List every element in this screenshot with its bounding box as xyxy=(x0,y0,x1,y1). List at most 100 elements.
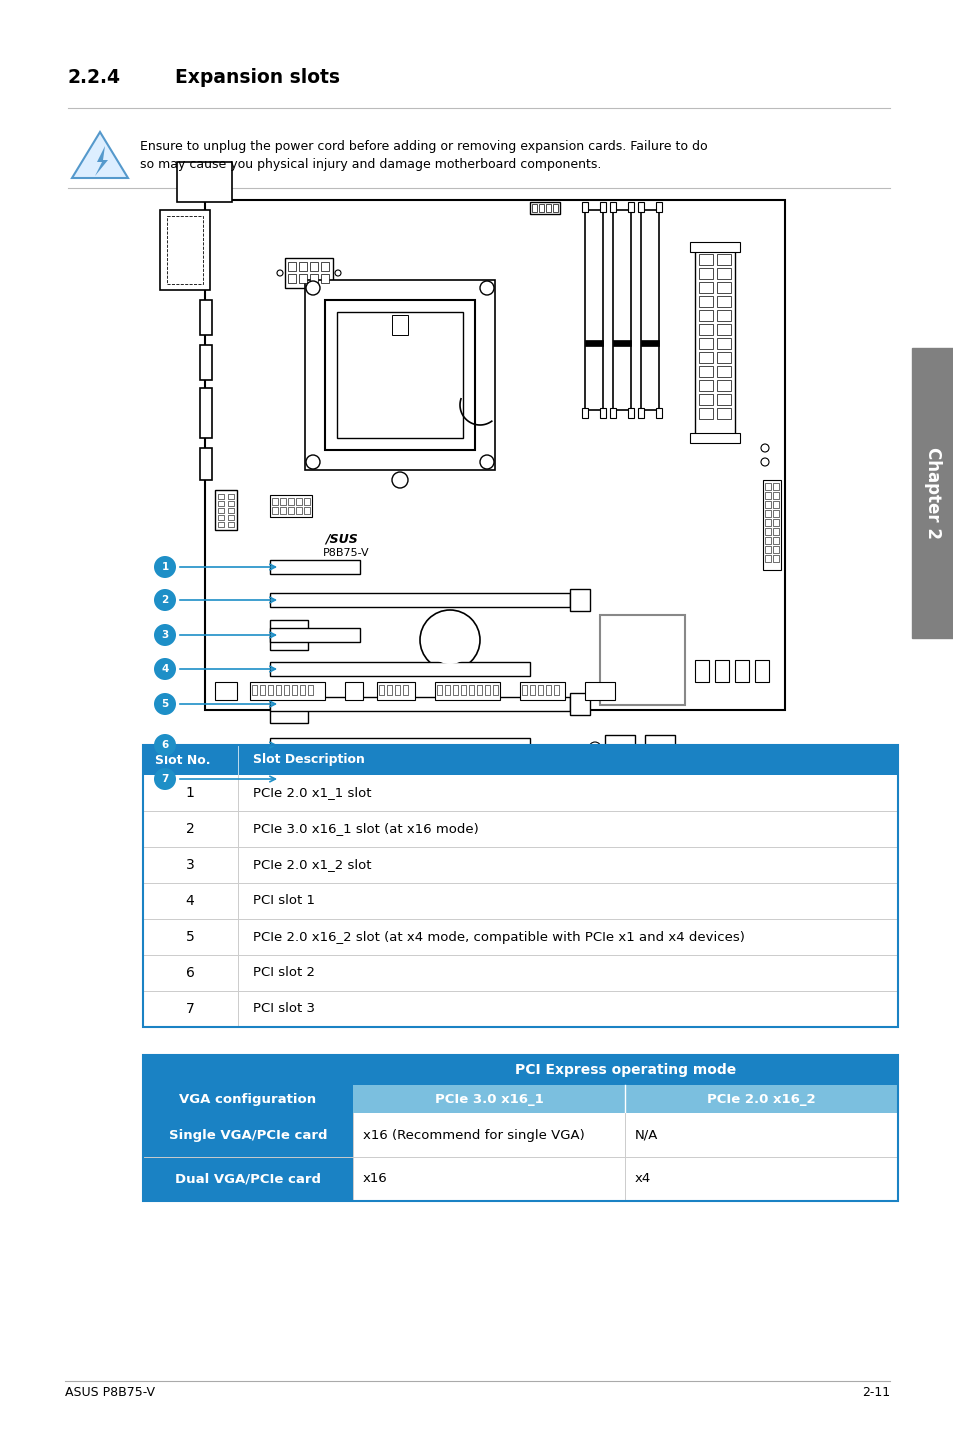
Bar xyxy=(764,510,770,518)
Bar xyxy=(270,738,530,752)
Bar xyxy=(143,991,897,1027)
Bar xyxy=(690,784,692,792)
Bar xyxy=(638,408,643,418)
Bar xyxy=(638,201,643,211)
Bar xyxy=(599,408,605,418)
Bar xyxy=(772,519,779,526)
Bar xyxy=(717,267,730,279)
Bar xyxy=(695,250,734,436)
Bar xyxy=(143,745,897,1027)
Bar xyxy=(214,490,236,531)
Circle shape xyxy=(153,557,175,578)
Bar xyxy=(569,590,589,611)
Bar xyxy=(702,784,704,792)
Bar xyxy=(764,483,770,490)
Bar xyxy=(218,522,224,526)
Bar xyxy=(772,528,779,535)
Circle shape xyxy=(153,659,175,680)
Text: PCI slot 1: PCI slot 1 xyxy=(253,894,314,907)
Bar xyxy=(764,492,770,499)
Bar xyxy=(270,772,530,787)
Bar xyxy=(538,204,543,211)
Bar xyxy=(651,784,654,792)
Text: PCIe 3.0 x16_1 slot (at x16 mode): PCIe 3.0 x16_1 slot (at x16 mode) xyxy=(253,823,478,835)
Bar xyxy=(545,204,551,211)
Text: PCI Express operating mode: PCI Express operating mode xyxy=(515,1063,736,1077)
Bar xyxy=(627,408,634,418)
Bar xyxy=(699,394,712,406)
Bar xyxy=(143,847,897,883)
Text: Slot Description: Slot Description xyxy=(253,754,364,766)
Polygon shape xyxy=(71,132,128,178)
Bar xyxy=(288,262,295,270)
Bar xyxy=(532,204,537,211)
Bar xyxy=(699,267,712,279)
Bar xyxy=(581,201,587,211)
Bar xyxy=(460,684,465,695)
Circle shape xyxy=(306,454,319,469)
Bar xyxy=(699,296,712,306)
Bar xyxy=(280,498,286,505)
Bar xyxy=(628,784,630,792)
Bar xyxy=(200,301,212,335)
Bar xyxy=(320,275,329,283)
Text: 2: 2 xyxy=(161,595,169,605)
Text: PCIe 3.0 x16_1: PCIe 3.0 x16_1 xyxy=(435,1093,543,1106)
Text: 2: 2 xyxy=(186,823,194,835)
Bar xyxy=(717,408,730,418)
Circle shape xyxy=(479,454,494,469)
Text: 3: 3 xyxy=(161,630,169,640)
Bar xyxy=(772,510,779,518)
Bar xyxy=(624,1086,897,1113)
Bar xyxy=(640,210,659,410)
Bar xyxy=(272,508,277,513)
Bar xyxy=(764,500,770,508)
Bar xyxy=(717,255,730,265)
Bar xyxy=(613,210,630,410)
Bar xyxy=(521,684,526,695)
Bar xyxy=(476,684,481,695)
Bar xyxy=(699,255,712,265)
Text: Slot No.: Slot No. xyxy=(154,754,211,766)
Bar xyxy=(633,784,635,792)
Text: 4: 4 xyxy=(161,664,169,674)
Bar xyxy=(308,684,313,695)
Bar xyxy=(684,779,706,797)
Bar xyxy=(627,201,634,211)
Bar xyxy=(717,380,730,391)
Bar xyxy=(270,592,569,607)
Bar xyxy=(762,480,781,569)
Bar xyxy=(436,684,441,695)
Text: 3: 3 xyxy=(186,858,194,871)
Bar xyxy=(469,684,474,695)
Bar xyxy=(143,1055,897,1086)
Circle shape xyxy=(276,270,283,276)
Text: Expansion slots: Expansion slots xyxy=(174,68,339,88)
Text: 1: 1 xyxy=(186,787,194,800)
Bar xyxy=(609,408,616,418)
Bar xyxy=(285,257,333,288)
Text: Dual VGA/PCIe card: Dual VGA/PCIe card xyxy=(174,1172,320,1185)
Bar xyxy=(218,515,224,521)
Bar xyxy=(270,628,359,641)
Bar xyxy=(270,661,530,676)
Bar xyxy=(143,775,897,811)
Bar xyxy=(554,684,558,695)
Bar xyxy=(599,201,605,211)
Bar xyxy=(143,745,897,775)
Bar xyxy=(584,682,615,700)
Bar xyxy=(493,684,497,695)
Text: 2.2.4: 2.2.4 xyxy=(68,68,121,88)
Bar xyxy=(228,500,233,506)
Bar xyxy=(310,262,317,270)
Bar xyxy=(772,492,779,499)
Bar xyxy=(764,528,770,535)
Bar xyxy=(717,311,730,321)
Bar xyxy=(656,201,661,211)
Bar xyxy=(228,495,233,499)
Bar xyxy=(160,210,210,290)
Bar xyxy=(305,280,495,470)
Bar xyxy=(699,338,712,349)
Bar xyxy=(584,339,602,347)
Circle shape xyxy=(392,472,408,487)
